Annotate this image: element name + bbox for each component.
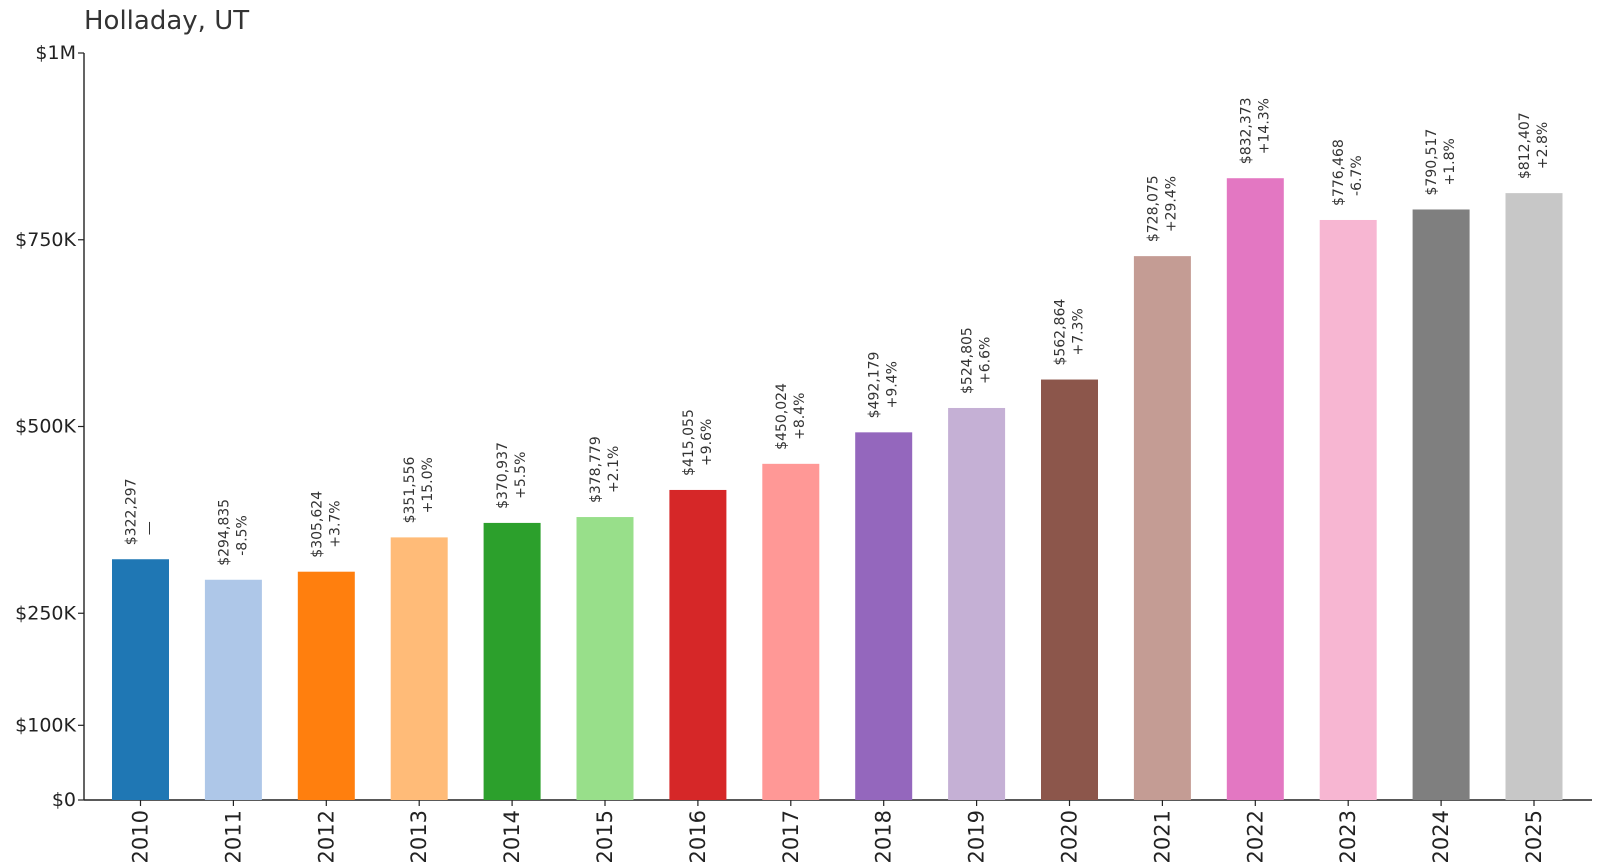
- bar-2023: [1319, 219, 1377, 801]
- value-label: $294,835: [216, 499, 232, 566]
- value-label: $450,024: [774, 383, 790, 450]
- bar-2016: [669, 489, 727, 800]
- x-tick-label: 2013: [407, 810, 431, 863]
- data-labels: $322,297— $294,835 -8.5% $305,624 +3.7% $351,…: [124, 97, 1552, 565]
- y-tick-label: $1M: [35, 42, 76, 64]
- bar-2010: [112, 559, 169, 800]
- bar-2014: [483, 522, 541, 800]
- value-label: $378,779: [588, 436, 604, 503]
- x-tick-label: 2024: [1429, 810, 1453, 863]
- value-label: $832,373: [1238, 97, 1254, 164]
- x-tick-label: 2010: [129, 810, 153, 863]
- value-label: $370,937: [495, 442, 511, 509]
- change-label: +8.4%: [792, 393, 808, 440]
- x-tick-label: 2019: [965, 810, 989, 863]
- change-label: +6.6%: [978, 337, 994, 384]
- bar-2015: [576, 517, 634, 800]
- value-label: $562,864: [1053, 299, 1069, 366]
- chart-title: Holladay, UT: [84, 6, 250, 36]
- value-label: $322,297: [124, 478, 140, 545]
- change-label: -8.5%: [234, 515, 250, 556]
- change-label: +9.6%: [699, 419, 715, 466]
- bar-2021: [1133, 256, 1191, 801]
- x-tick-label: 2015: [593, 810, 617, 863]
- bar-2017: [762, 463, 820, 800]
- change-label: +29.4%: [1163, 176, 1179, 232]
- value-label: $790,517: [1424, 129, 1440, 196]
- value-label: $728,075: [1145, 175, 1161, 242]
- x-tick-label: 2025: [1522, 810, 1546, 863]
- x-tick-label: 2012: [314, 810, 338, 863]
- bar-2024: [1412, 209, 1470, 801]
- y-tick-label: $250K: [15, 602, 76, 624]
- value-label: $776,468: [1331, 139, 1347, 206]
- x-tick-label: 2014: [500, 810, 524, 863]
- bar-2020: [1041, 379, 1098, 800]
- bar-2025: [1505, 193, 1563, 801]
- x-tick-label: 2016: [686, 810, 710, 863]
- bar-2012: [297, 571, 355, 800]
- x-tick-label: 2018: [872, 810, 896, 863]
- change-label: —: [142, 521, 158, 535]
- change-label: -6.7%: [1349, 155, 1365, 196]
- change-label: +9.4%: [885, 361, 901, 408]
- value-label: $305,624: [309, 491, 325, 558]
- change-label: +3.7%: [327, 500, 343, 547]
- x-tick-label: 2022: [1243, 810, 1267, 863]
- value-label: $812,407: [1517, 112, 1533, 179]
- bar-2019: [948, 407, 1006, 800]
- change-label: +2.1%: [606, 446, 622, 493]
- bar-2013: [390, 537, 448, 800]
- change-label: +7.3%: [1071, 308, 1087, 355]
- change-label: +1.8%: [1442, 138, 1458, 185]
- y-axis: $0 $100K $250K $500K $750K $1M: [15, 42, 85, 811]
- y-tick-label: $500K: [15, 416, 76, 438]
- x-tick-label: 2023: [1336, 810, 1360, 863]
- value-label: $524,805: [960, 327, 976, 394]
- bar-2018: [855, 432, 913, 800]
- x-tick-label: 2011: [221, 810, 245, 863]
- x-tick-label: 2021: [1150, 810, 1174, 863]
- x-tick-label: 2020: [1058, 810, 1082, 863]
- y-tick-label: $100K: [15, 714, 76, 736]
- x-tick-label: 2017: [779, 810, 803, 863]
- bar-2011: [204, 579, 262, 800]
- change-label: +14.3%: [1256, 98, 1272, 154]
- change-label: +2.8%: [1535, 122, 1551, 169]
- value-label: $492,179: [867, 352, 883, 419]
- y-tick-label: $750K: [15, 229, 76, 251]
- x-axis: 2010 2011 2012 2013 2014 2015 2016 2017 2018 2019…: [84, 799, 1592, 863]
- change-label: +5.5%: [513, 452, 529, 499]
- bars: [112, 178, 1563, 801]
- change-label: +15.0%: [420, 457, 436, 513]
- value-label: $415,055: [681, 409, 697, 476]
- y-tick-label: $0: [52, 789, 76, 811]
- bar-2022: [1226, 178, 1284, 801]
- value-label: $351,556: [402, 456, 418, 523]
